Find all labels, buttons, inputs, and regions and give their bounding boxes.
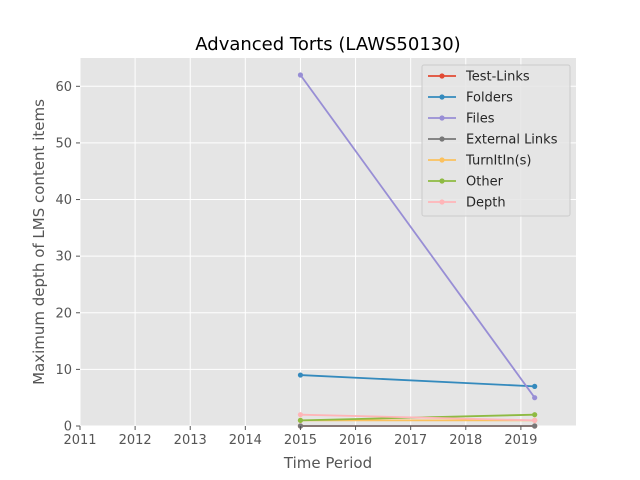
legend-label: Files xyxy=(466,112,495,127)
series-line xyxy=(300,413,535,422)
x-tick-label: 2015 xyxy=(284,433,317,448)
data-point xyxy=(532,412,538,418)
data-point xyxy=(297,372,304,378)
x-tick-label: 2016 xyxy=(339,433,372,448)
legend-item: Test-Links xyxy=(428,70,530,85)
series-depth xyxy=(297,412,538,423)
data-point xyxy=(297,417,304,423)
series-layer xyxy=(297,72,538,429)
data-point xyxy=(532,417,538,423)
data-point xyxy=(297,72,304,78)
y-tick-label: 40 xyxy=(55,193,72,208)
x-tick-label: 2018 xyxy=(449,433,482,448)
chart-title: Advanced Torts (LAWS50130) xyxy=(195,34,460,55)
series-folders xyxy=(297,372,538,389)
legend-item: External Links xyxy=(428,133,558,148)
legend-item: Depth xyxy=(428,196,506,211)
legend-item: Files xyxy=(428,112,495,127)
y-axis-ticks: 0 10 20 30 40 50 60 xyxy=(55,80,80,435)
y-tick-label: 30 xyxy=(55,250,72,265)
x-tick-label: 2013 xyxy=(174,433,207,448)
legend-label: Other xyxy=(466,175,504,190)
data-point xyxy=(532,383,538,389)
x-tick-label: 2019 xyxy=(504,433,537,448)
y-tick-label: 20 xyxy=(55,306,72,321)
legend-swatch-marker xyxy=(439,73,445,79)
legend-label: Folders xyxy=(466,91,513,106)
legend-swatch-marker xyxy=(439,157,445,163)
legend-label: Depth xyxy=(466,196,506,211)
legend-swatch-marker xyxy=(439,136,445,142)
legend-item: TurnItIn(s) xyxy=(428,154,531,169)
legend-label: Test-Links xyxy=(465,70,530,85)
legend-label: External Links xyxy=(466,133,558,148)
data-point xyxy=(297,412,304,418)
legend-swatch-marker xyxy=(439,115,445,121)
series-files xyxy=(297,72,538,401)
x-tick-label: 2012 xyxy=(119,433,152,448)
legend-label: TurnItIn(s) xyxy=(465,154,531,169)
y-tick-label: 50 xyxy=(55,136,72,151)
x-tick-label: 2014 xyxy=(229,433,262,448)
x-tick-label: 2011 xyxy=(63,433,96,448)
legend-item: Other xyxy=(428,175,504,190)
x-axis-label: Time Period xyxy=(283,454,372,472)
legend-box xyxy=(421,64,571,217)
y-tick-label: 10 xyxy=(55,363,72,378)
data-point xyxy=(532,395,538,401)
series-line xyxy=(299,74,536,399)
legend-swatch-marker xyxy=(439,94,445,100)
legend-swatch-marker xyxy=(439,178,445,184)
legend: Test-Links Folders Files External Links Turn… xyxy=(421,64,571,217)
legend-swatch-marker xyxy=(439,199,445,205)
x-axis-ticks: 2011 2012 2013 2014 2015 2016 2017 2018 2019 xyxy=(63,426,537,448)
y-tick-label: 0 xyxy=(64,420,72,435)
data-point xyxy=(532,423,538,429)
series-line xyxy=(300,374,535,388)
legend-item: Folders xyxy=(428,91,513,106)
y-axis-label: Maximum depth of LMS content items xyxy=(30,99,48,385)
x-tick-label: 2017 xyxy=(394,433,427,448)
y-tick-label: 60 xyxy=(55,80,72,95)
